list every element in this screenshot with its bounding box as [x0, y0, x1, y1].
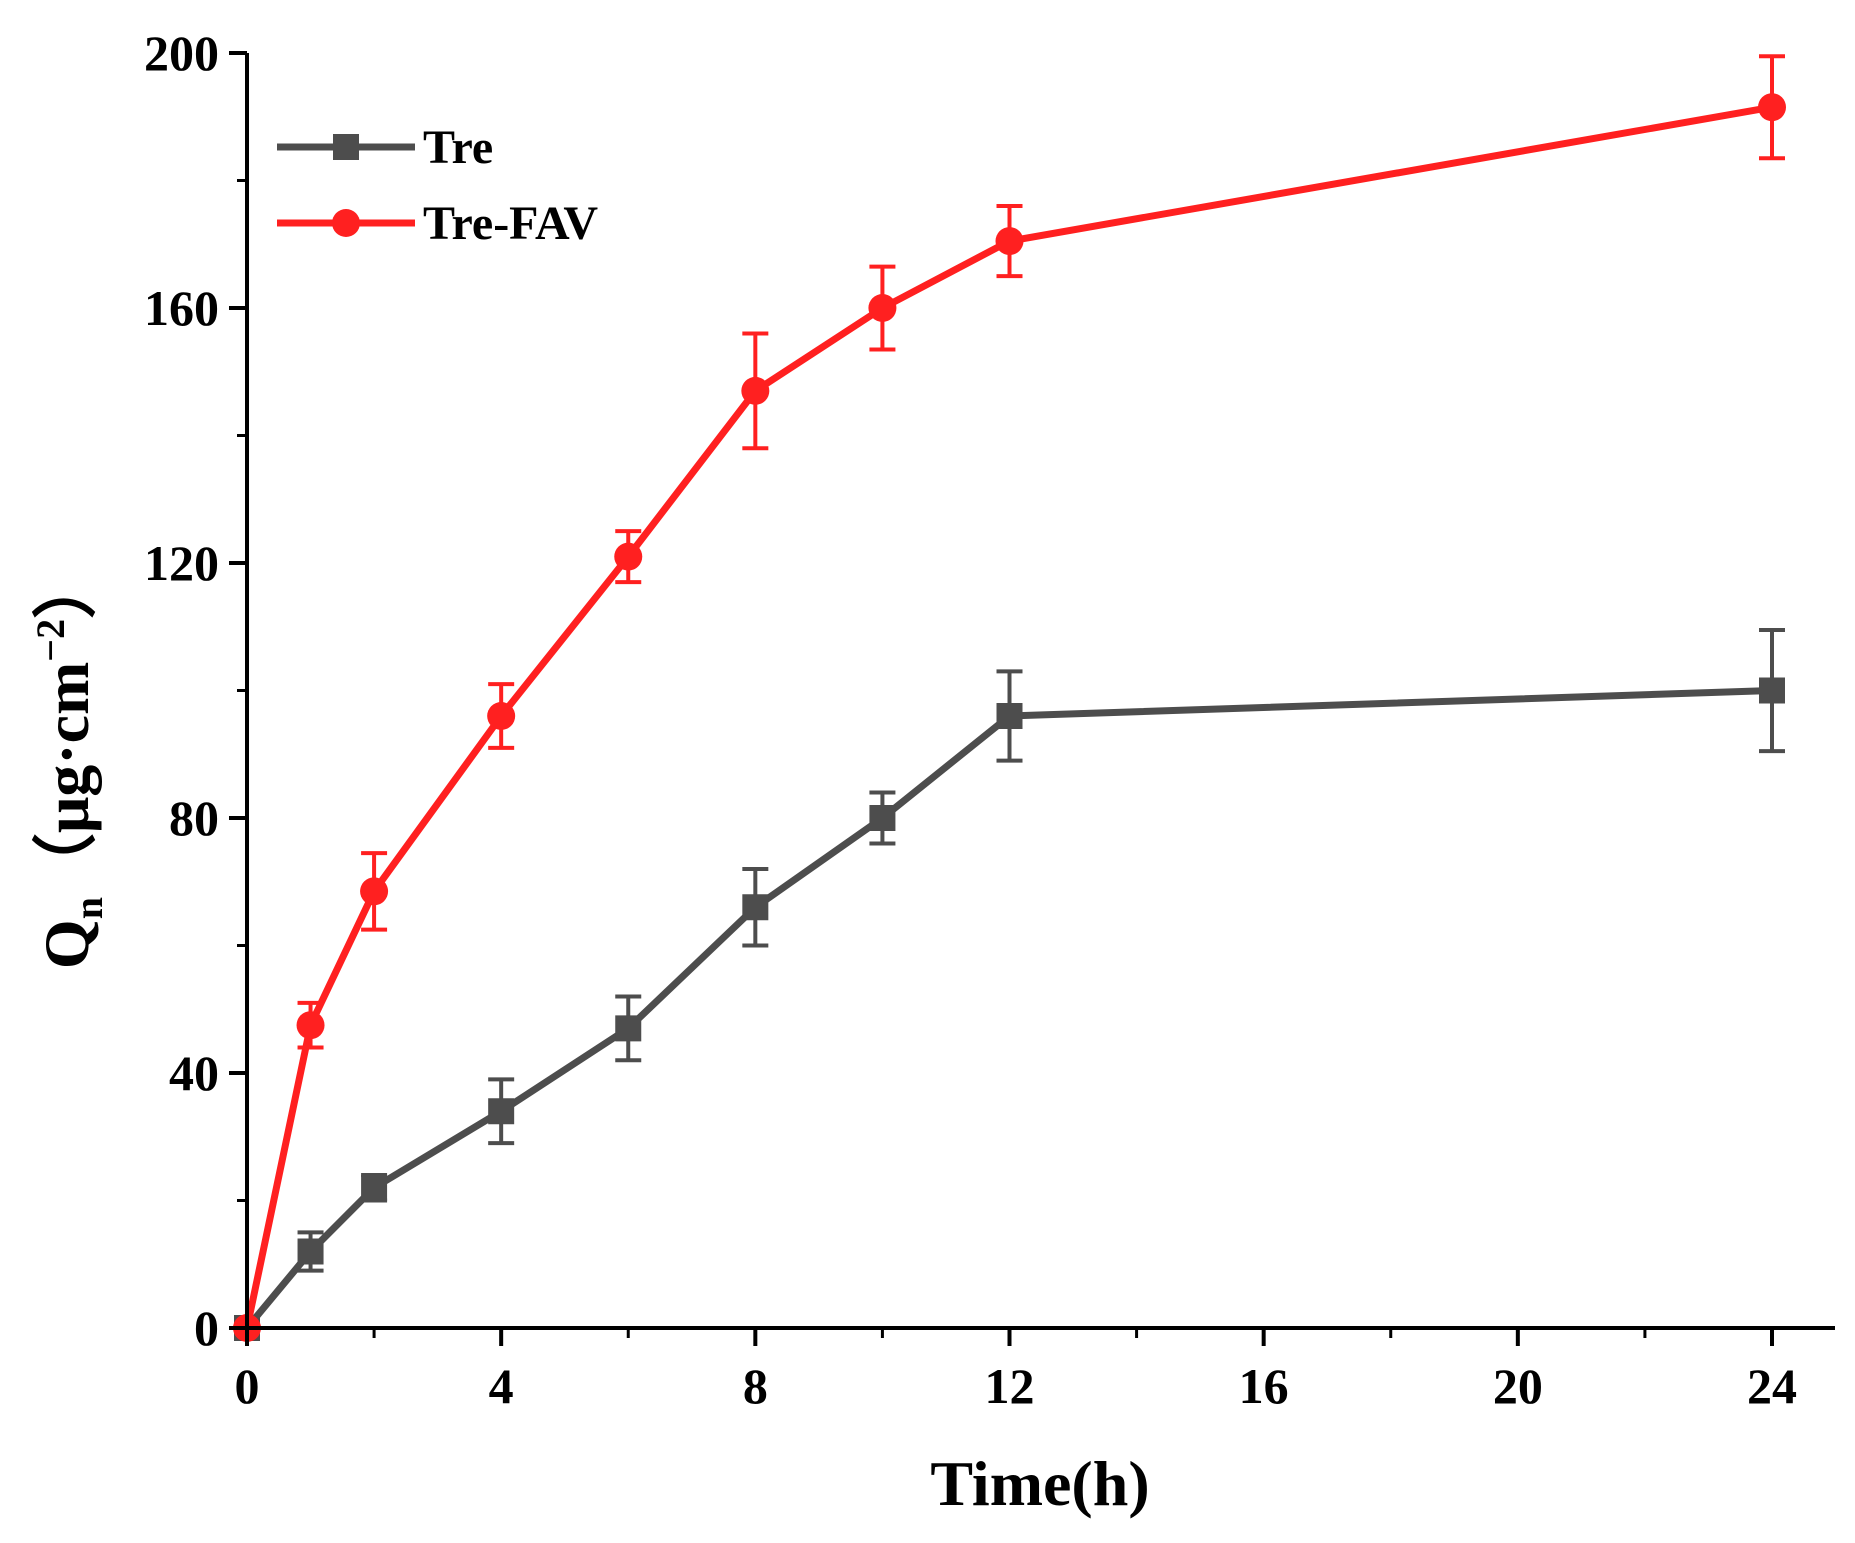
y-tick-label: 160: [144, 280, 219, 336]
series-tre: [234, 627, 1785, 1341]
data-point: [869, 805, 896, 831]
data-point: [488, 1098, 515, 1125]
x-tick-label: 0: [235, 1358, 260, 1414]
series-line: [244, 687, 1773, 1331]
x-tick-label: 24: [1747, 1358, 1797, 1414]
y-tick-label: 0: [194, 1300, 219, 1356]
data-point: [995, 227, 1024, 256]
legend-marker: [333, 134, 359, 160]
data-point: [868, 294, 897, 322]
ticks-group: 0 4 8 12 16 20 24 0 40 80 120 160 200: [144, 25, 1797, 1414]
x-tick-label: 4: [489, 1358, 514, 1414]
y-axis-title-subscript: n: [66, 897, 111, 919]
legend-item-tre-fav: Tre-FAV: [277, 197, 598, 250]
y-tick-label: 40: [169, 1045, 219, 1101]
legend-label: Tre-FAV: [423, 197, 598, 250]
y-axis-title-close: ）: [31, 555, 102, 619]
data-point: [1759, 677, 1785, 704]
legend-marker: [332, 209, 360, 237]
y-tick-label: 200: [144, 25, 219, 81]
y-axis-title-text: Qn（μg·cm−2）: [28, 555, 111, 969]
data-point: [361, 1174, 388, 1201]
legend-label: Tre: [423, 121, 493, 174]
y-tick-label: 120: [144, 535, 219, 591]
data-point: [1758, 93, 1786, 122]
y-axis-title-main: Q: [31, 919, 102, 969]
y-tick-label: 80: [169, 790, 219, 846]
legend: Tre Tre-FAV: [277, 121, 598, 250]
data-point: [996, 703, 1023, 729]
data-point: [487, 702, 516, 730]
x-tick-label: 8: [743, 1358, 768, 1414]
plot-series-group: [233, 54, 1786, 1342]
x-tick-label: 12: [985, 1358, 1035, 1414]
data-point: [296, 1011, 325, 1040]
legend-item-tre: Tre: [277, 121, 493, 174]
x-tick-label: 16: [1239, 1358, 1289, 1414]
data-point: [614, 542, 643, 571]
y-axis-title: Qn（μg·cm−2）: [28, 555, 111, 969]
x-axis-title: Time(h): [930, 1448, 1149, 1519]
series-tre-fav: [233, 54, 1786, 1342]
data-point: [615, 1015, 642, 1042]
y-axis-title-unit: （μg·cm: [31, 662, 102, 897]
data-point: [742, 894, 769, 921]
data-point: [360, 877, 389, 906]
data-point: [741, 376, 770, 405]
data-point: [297, 1238, 324, 1265]
y-axis-title-superscript: −2: [28, 619, 73, 662]
x-tick-label: 20: [1493, 1358, 1543, 1414]
